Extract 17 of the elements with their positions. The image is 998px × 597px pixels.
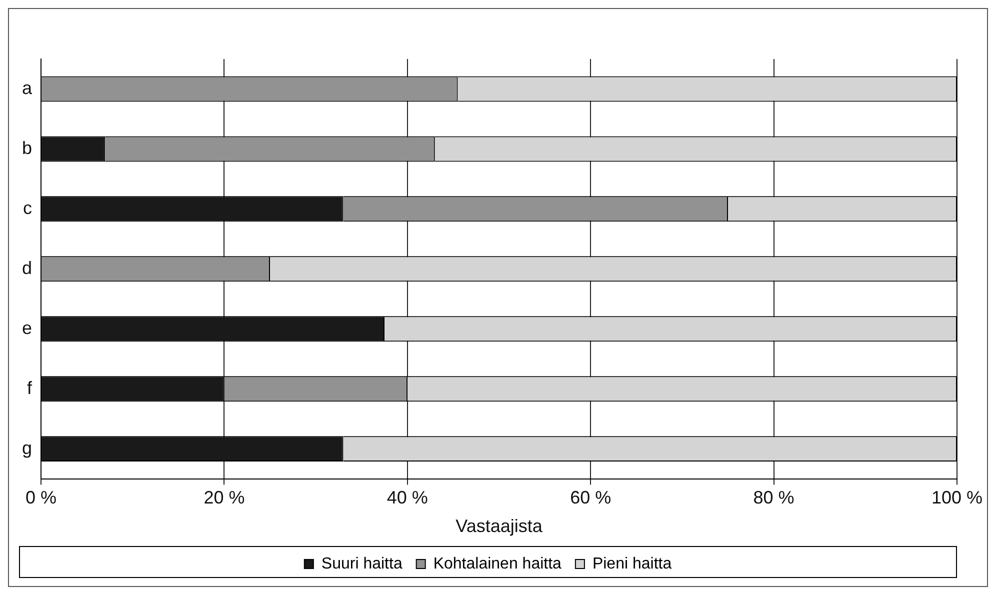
x-tick-label: 60 % xyxy=(570,488,612,508)
y-tick-label: a xyxy=(22,78,33,98)
legend-label: Pieni haitta xyxy=(592,555,672,572)
y-tick-label: c xyxy=(23,198,32,218)
legend-label: Kohtalainen haitta xyxy=(433,555,562,572)
y-tick-label: e xyxy=(22,318,32,338)
x-tick-label: 80 % xyxy=(753,488,794,508)
legend-label: Suuri haitta xyxy=(321,555,402,572)
x-tick-label: 40 % xyxy=(386,488,428,508)
y-tick-label: g xyxy=(22,438,32,458)
y-tick-label: b xyxy=(22,138,32,158)
x-axis-title: Vastaajista xyxy=(456,516,544,536)
x-tick-label: 20 % xyxy=(204,488,245,508)
y-tick-label: f xyxy=(26,378,33,398)
y-tick-label: d xyxy=(22,258,32,278)
x-tick-label: 100 % xyxy=(931,488,983,508)
x-tick-label: 0 % xyxy=(25,488,57,508)
